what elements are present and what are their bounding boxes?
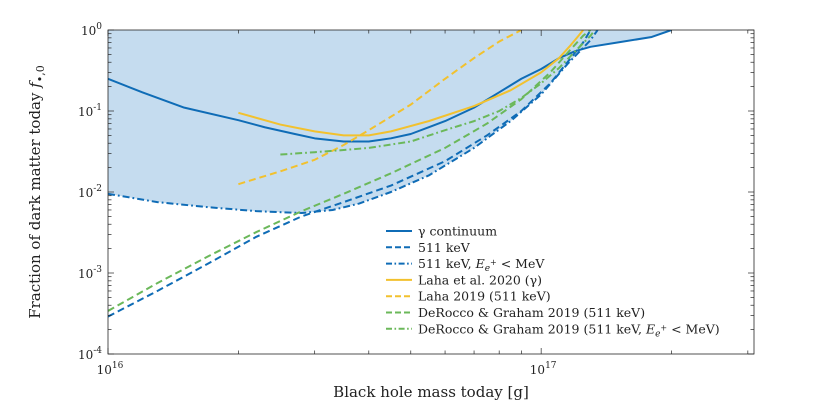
- y-tick-label: 10-3: [78, 265, 102, 281]
- series-line-5: [238, 30, 522, 186]
- legend-label-6: DeRocco & Graham 2019 (511 keV): [418, 305, 645, 320]
- y-tick-label: 100: [81, 22, 102, 38]
- series-line-6: [108, 30, 592, 312]
- x-tick-label: 1016: [97, 361, 124, 377]
- tick-label-layer: 1016 1017 10-4 10-3 10-2 10-1 100: [78, 22, 557, 377]
- y-tick-label: 10-4: [78, 346, 102, 362]
- y-axis-label: Fraction of dark matter today f•,0: [26, 65, 47, 319]
- legend-label-7: DeRocco & Graham 2019 (511 keV, Ee+ < Me…: [418, 321, 720, 339]
- excluded-region-layer: [108, 30, 754, 214]
- series-line-3: [108, 30, 599, 215]
- series-line-2: [108, 30, 592, 318]
- series-layer: [108, 30, 672, 318]
- legend-label-1: γ continuum: [418, 224, 497, 239]
- x-tick-label: 1017: [530, 361, 557, 377]
- legend-label-5: Laha 2019 (511 keV): [418, 289, 551, 304]
- series-line-4: [238, 30, 584, 137]
- x-axis-label: Black hole mass today [g]: [333, 383, 529, 401]
- series-line-7: [280, 30, 596, 156]
- legend-label-4: Laha et al. 2020 (γ): [418, 272, 542, 287]
- y-tick-label: 10-2: [78, 184, 102, 200]
- legend-label-2: 511 keV: [418, 240, 471, 255]
- excluded-region-fill: [108, 30, 754, 214]
- y-tick-label: 10-1: [78, 103, 102, 119]
- tick-layer: [107, 29, 754, 355]
- legend-label-3: 511 keV, Ee+ < MeV: [418, 256, 545, 274]
